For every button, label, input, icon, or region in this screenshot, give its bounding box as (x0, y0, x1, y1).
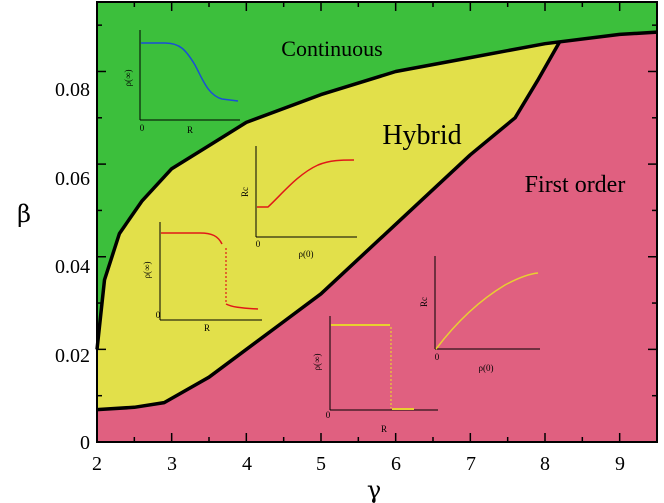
inset-curve (435, 272, 539, 350)
y-tick-label: 0 (80, 432, 90, 454)
y-tick-label: 0.04 (55, 256, 90, 278)
x-axis-title: γ (367, 476, 381, 503)
inset-y-label: ρ(∞) (312, 354, 322, 371)
region-label-continuous: Continuous (281, 36, 382, 61)
y-tick-label: 0.02 (55, 345, 90, 367)
inset-curve (141, 42, 239, 102)
x-tick-label: 6 (391, 453, 401, 475)
hybrid-rc-inset: Rc ρ(0) 0 (240, 146, 357, 259)
inset-x-label: ρ(0) (479, 363, 494, 373)
plot-frame (96, 1, 658, 443)
region-label-hybrid: Hybrid (382, 120, 461, 151)
axis-ticks (96, 2, 658, 443)
y-axis-title: β (17, 200, 31, 228)
inset-origin-label: 0 (140, 123, 145, 133)
x-tick-label: 5 (316, 453, 326, 475)
inset-x-label: R (187, 125, 193, 135)
x-tick-label: 8 (540, 453, 550, 475)
first-order-rc-inset: Rc ρ(0) 0 (419, 256, 540, 373)
inset-origin-label: 0 (435, 352, 440, 362)
x-tick-label: 9 (615, 453, 625, 475)
inset-curve (161, 232, 223, 245)
inset-curve (225, 303, 259, 310)
inset-x-label: ρ(0) (299, 249, 314, 259)
inset-y-label: Rc (419, 297, 429, 307)
x-tick-labels: 2 3 4 5 6 7 8 9 (92, 453, 625, 475)
x-tick-label: 3 (167, 453, 177, 475)
upper-boundary-line (95, 30, 658, 350)
inset-y-label: ρ(∞) (142, 262, 152, 279)
region-label-first-order: First order (525, 172, 626, 198)
x-tick-label: 2 (92, 453, 102, 475)
inset-curve (257, 159, 355, 208)
inset-origin-label: 0 (326, 410, 331, 420)
hybrid-rho-inset: ρ(∞) R 0 (142, 222, 262, 333)
lower-boundary-line (96, 40, 562, 412)
inset-x-label: R (204, 323, 210, 333)
inset-origin-label: 0 (256, 239, 261, 249)
inset-y-label: ρ(∞) (123, 70, 133, 87)
inset-x-label: R (381, 424, 387, 434)
region-first-order (97, 32, 657, 442)
inset-y-label: Rc (240, 187, 250, 197)
first-order-rho-inset: ρ(∞) R 0 (312, 316, 438, 434)
continuous-inset: ρ(∞) R 0 (123, 30, 240, 135)
y-tick-label: 0.08 (55, 79, 90, 101)
x-tick-label: 4 (242, 453, 252, 475)
y-tick-label: 0.06 (55, 168, 90, 190)
region-continuous (97, 2, 657, 350)
inset-origin-label: 0 (156, 310, 161, 320)
region-hybrid (97, 41, 560, 410)
x-tick-label: 7 (466, 453, 476, 475)
y-tick-labels: 0 0.02 0.04 0.06 0.08 (55, 79, 90, 454)
